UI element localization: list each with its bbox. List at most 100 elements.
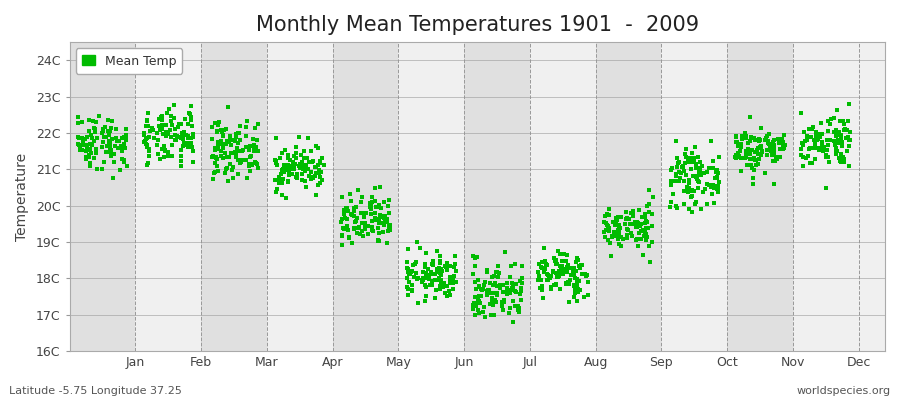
Point [609, 217, 624, 224]
Point [572, 278, 586, 284]
Point [382, 210, 396, 216]
Point [242, 143, 256, 150]
Point [146, 127, 160, 134]
Point [181, 135, 195, 141]
Point [630, 224, 644, 230]
Point [400, 284, 414, 290]
Point [357, 214, 372, 221]
Point [153, 126, 167, 133]
Point [104, 149, 118, 155]
Point [158, 133, 173, 139]
Point [826, 115, 841, 122]
Point [835, 158, 850, 165]
Point [150, 151, 165, 158]
Point [421, 274, 436, 280]
Point [426, 262, 440, 268]
Point [745, 146, 760, 153]
Point [309, 191, 323, 198]
Point [238, 157, 253, 164]
Point [638, 220, 652, 226]
Point [678, 151, 692, 158]
Point [85, 131, 99, 138]
Point [753, 144, 768, 150]
Point [579, 273, 593, 279]
Point [749, 157, 763, 164]
Point [831, 140, 845, 146]
Point [78, 154, 93, 160]
Bar [333, 42, 399, 351]
Point [400, 266, 415, 272]
Point [312, 174, 327, 180]
Point [744, 165, 759, 171]
Point [677, 188, 691, 194]
Point [536, 269, 551, 276]
Point [601, 224, 616, 230]
Point [567, 294, 581, 300]
Point [638, 211, 652, 217]
Point [617, 220, 632, 227]
Point [428, 271, 442, 278]
Point [567, 283, 581, 290]
Point [818, 154, 832, 161]
Point [613, 214, 627, 220]
Point [829, 130, 843, 136]
Point [152, 115, 166, 122]
Point [483, 301, 498, 307]
Point [763, 145, 778, 152]
Point [645, 223, 660, 229]
Point [375, 229, 390, 235]
Point [285, 158, 300, 165]
Point [611, 229, 625, 236]
Point [108, 143, 122, 150]
Point [85, 142, 99, 148]
Point [796, 154, 810, 160]
Point [684, 166, 698, 173]
Point [600, 237, 615, 243]
Point [829, 140, 843, 146]
Point [204, 136, 219, 143]
Point [410, 270, 424, 277]
Point [410, 276, 424, 282]
Point [270, 186, 284, 192]
Point [610, 236, 625, 242]
Point [405, 288, 419, 294]
Point [555, 268, 570, 275]
Point [94, 144, 109, 150]
Point [435, 278, 449, 285]
Point [139, 136, 153, 142]
Point [280, 165, 294, 172]
Point [337, 226, 351, 232]
Point [216, 154, 230, 161]
Point [706, 183, 721, 190]
Point [707, 184, 722, 191]
Point [176, 136, 191, 143]
Point [834, 143, 849, 149]
Point [239, 175, 254, 181]
Point [184, 140, 198, 146]
Point [364, 224, 379, 230]
Point [434, 272, 448, 278]
Point [89, 119, 104, 125]
Point [336, 225, 350, 232]
Point [496, 282, 510, 289]
Point [488, 296, 502, 303]
Point [550, 261, 564, 267]
Point [643, 242, 657, 249]
Point [465, 252, 480, 259]
Point [626, 210, 640, 217]
Point [150, 142, 165, 148]
Point [832, 128, 846, 135]
Point [289, 144, 303, 150]
Point [487, 273, 501, 280]
Point [174, 121, 188, 127]
Point [439, 264, 454, 270]
Point [676, 164, 690, 170]
Point [446, 273, 461, 279]
Point [472, 298, 486, 304]
Point [155, 126, 169, 132]
Point [486, 299, 500, 306]
Point [567, 286, 581, 293]
Point [504, 262, 518, 269]
Bar [596, 42, 662, 351]
Point [363, 200, 377, 206]
